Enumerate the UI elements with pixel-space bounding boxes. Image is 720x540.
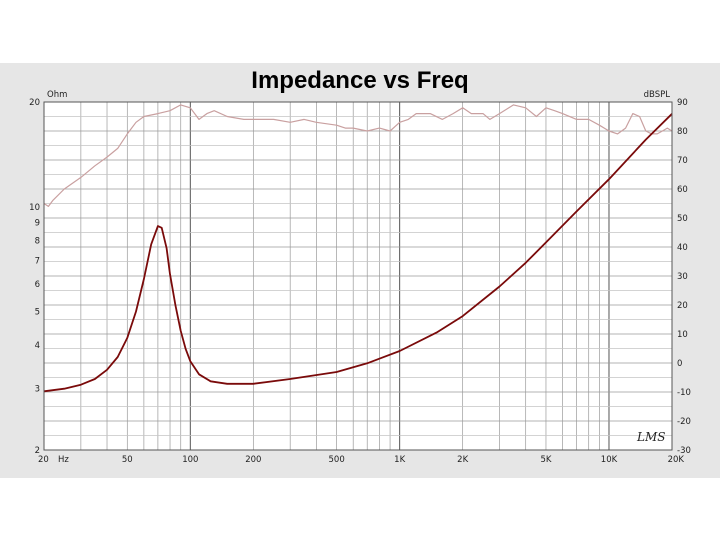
left-tick-label: 4 [35, 341, 40, 351]
left-tick-label: 3 [35, 385, 40, 395]
right-tick-label: 0 [677, 359, 682, 369]
left-axis-unit: Ohm [47, 90, 67, 100]
spl-response-line [43, 104, 673, 207]
impedance-line [43, 113, 673, 393]
x-unit-label: Hz [58, 455, 69, 465]
right-tick-label: -20 [677, 417, 691, 427]
right-tick-label: 20 [677, 301, 688, 311]
lms-logo: LMS [636, 430, 665, 444]
right-tick-label: 60 [677, 185, 688, 195]
plot-frame [43, 101, 673, 451]
chart-title: Impedance vs Freq [251, 67, 468, 94]
left-tick-label: 20 [29, 98, 40, 108]
left-tick-label: 8 [35, 236, 40, 246]
tick-labels: 20 50 100 200 500 1K 2K 5K 10K 20KHz234567891020-… [29, 98, 691, 465]
x-tick-label: 1K [394, 455, 405, 465]
right-axis-unit: dBSPL [644, 90, 671, 100]
x-tick-label: 50 [122, 455, 133, 465]
right-tick-label: 90 [677, 98, 688, 108]
right-tick-label: 50 [677, 214, 688, 224]
x-tick-label: 100 [182, 455, 198, 465]
x-tick-label: 500 [329, 455, 345, 465]
x-tick-label: 200 [245, 455, 261, 465]
left-tick-label: 6 [35, 280, 40, 290]
right-tick-label: 10 [677, 330, 688, 340]
right-tick-label: 70 [677, 156, 688, 166]
right-tick-label: 30 [677, 272, 688, 282]
right-tick-label: 80 [677, 127, 688, 137]
series-layer [43, 104, 673, 393]
left-tick-label: 9 [35, 219, 40, 229]
x-tick-label: 5K [540, 455, 551, 465]
left-tick-label: 2 [35, 446, 40, 456]
left-tick-label: 7 [35, 257, 40, 267]
x-tick-label: 10K [601, 455, 618, 465]
left-tick-label: 10 [29, 203, 40, 213]
right-tick-label: 40 [677, 243, 688, 253]
right-tick-label: -30 [677, 446, 691, 456]
left-tick-label: 5 [35, 308, 40, 318]
right-tick-label: -10 [677, 388, 691, 398]
x-tick-label: 20K [668, 455, 685, 465]
x-tick-label: 2K [457, 455, 468, 465]
x-tick-label: 20 [38, 455, 49, 465]
